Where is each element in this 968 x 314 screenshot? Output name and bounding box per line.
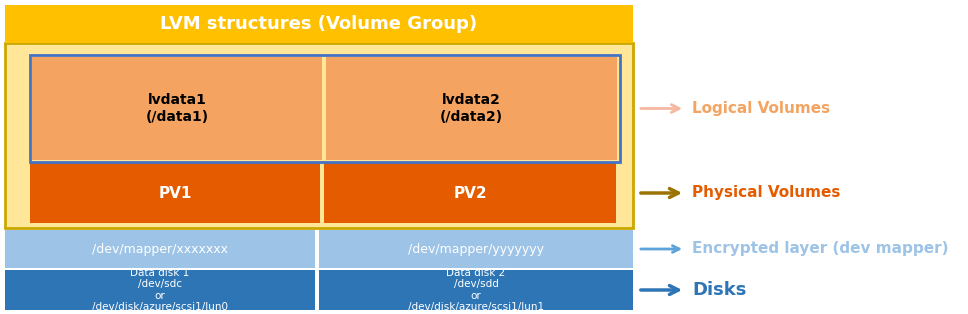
Bar bbox=[5, 43, 633, 228]
Bar bbox=[5, 5, 633, 43]
Text: lvdata2
(/data2): lvdata2 (/data2) bbox=[439, 93, 503, 124]
Text: /dev/mapper/xxxxxxx: /dev/mapper/xxxxxxx bbox=[92, 242, 228, 256]
Text: Data disk 1
/dev/sdc
or
/dev/disk/azure/scsi1/lun0: Data disk 1 /dev/sdc or /dev/disk/azure/… bbox=[92, 268, 228, 312]
Text: Disks: Disks bbox=[692, 281, 746, 299]
Text: PV2: PV2 bbox=[453, 186, 487, 201]
Bar bbox=[326, 57, 617, 160]
Text: Logical Volumes: Logical Volumes bbox=[692, 101, 831, 116]
Bar bbox=[5, 270, 315, 310]
Bar bbox=[30, 163, 320, 223]
Bar bbox=[319, 270, 633, 310]
Bar bbox=[32, 57, 322, 160]
Text: Data disk 2
/dev/sdd
or
/dev/disk/azure/scsi1/lun1: Data disk 2 /dev/sdd or /dev/disk/azure/… bbox=[408, 268, 544, 312]
Text: Physical Volumes: Physical Volumes bbox=[692, 186, 840, 201]
Text: PV1: PV1 bbox=[159, 186, 192, 201]
Text: Encrypted layer (dev mapper): Encrypted layer (dev mapper) bbox=[692, 241, 949, 257]
Text: lvdata1
(/data1): lvdata1 (/data1) bbox=[145, 93, 208, 124]
Text: /dev/mapper/yyyyyyy: /dev/mapper/yyyyyyy bbox=[408, 242, 544, 256]
Bar bbox=[30, 55, 620, 162]
Bar bbox=[319, 230, 633, 268]
Bar bbox=[5, 230, 315, 268]
Bar bbox=[324, 163, 616, 223]
Text: LVM structures (Volume Group): LVM structures (Volume Group) bbox=[161, 15, 477, 33]
